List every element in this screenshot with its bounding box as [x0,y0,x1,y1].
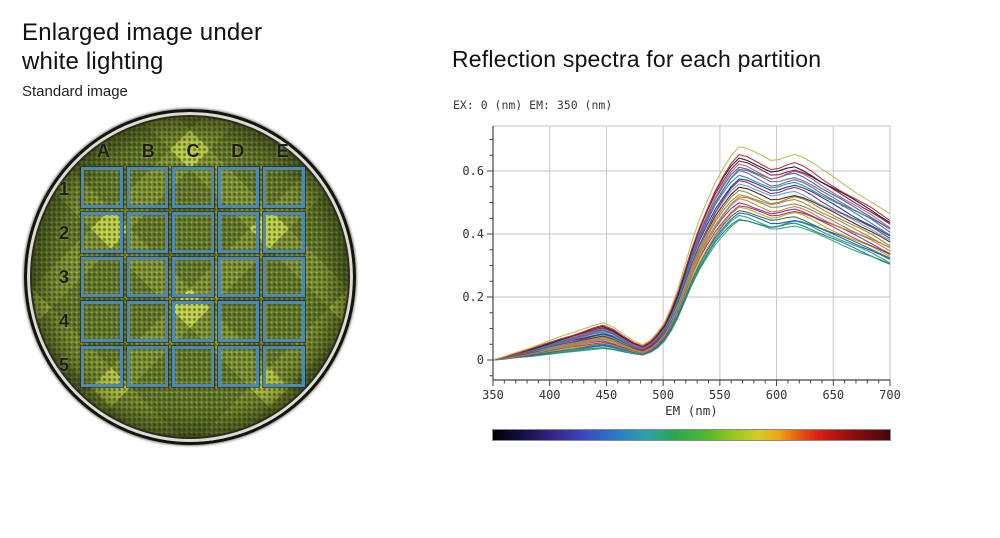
left-title-line2: white lighting [22,48,164,75]
partition-cell-D2[interactable] [217,211,260,253]
spectrum-line-A3 [492,180,891,361]
partition-cell-D3[interactable] [217,256,260,298]
sample-dish-image: A B C D E 1 2 3 4 5 [24,109,356,445]
partition-cell-B4[interactable] [126,301,169,343]
chart-text: 450 [596,388,618,402]
grid-cells [81,167,305,387]
spectrum-line-E3 [492,194,891,361]
spectrum-line-A2 [492,166,891,361]
partition-cell-B2[interactable] [126,211,169,253]
spectrum-line-E1 [492,163,891,361]
grid-column-label: D [231,141,245,161]
partition-cell-B3[interactable] [126,256,169,298]
partition-cell-A3[interactable] [81,256,123,298]
partition-cell-C4[interactable] [172,301,214,343]
grid-column-label: C [186,141,200,161]
chart-text: 500 [652,388,674,402]
partition-cell-A5[interactable] [81,346,123,387]
left-title-line1: Enlarged image under [22,19,263,46]
spectrum-line-A1 [492,146,891,361]
grid-row-label: 4 [58,310,69,331]
partition-cell-B1[interactable] [126,167,169,208]
partition-cell-C5[interactable] [172,346,214,387]
chart-text: 650 [822,388,844,402]
partition-cell-A4[interactable] [81,301,123,343]
chart-text: 350 [482,388,504,402]
left-panel-title: Enlarged image under white lighting [22,18,292,76]
standard-image-label: Standard image [22,83,128,100]
grid-row-label: 3 [58,266,69,287]
grid-row-label: 1 [58,178,69,199]
spectrum-line-D5 [492,218,891,361]
grid-column-labels: A B C D E [81,141,305,163]
grid-row-labels: 1 2 3 4 5 [54,167,74,387]
chart-text: 600 [766,388,788,402]
partition-cell-E1[interactable] [263,167,305,208]
grid-column-label: B [141,141,155,161]
chart-text: 0.2 [462,290,484,304]
spectrum-line-B1 [492,153,891,361]
grid-column-label: A [96,141,110,161]
partition-cell-E2[interactable] [263,211,305,253]
spectrum-line-C2 [492,169,891,361]
spectrum-line-D3 [492,189,891,361]
spectrum-line-C1 [492,157,891,361]
partition-grid: A B C D E 1 2 3 4 5 [59,141,305,387]
chart-text: 0.4 [462,227,484,241]
partition-cell-A1[interactable] [81,167,123,208]
grid-row-label: 2 [58,222,69,243]
chart-text: 0 [477,353,484,367]
chart-text: 0.6 [462,164,484,178]
partition-cell-D5[interactable] [217,346,260,387]
spectrum-line-C5 [492,214,891,361]
chart-text: 400 [539,388,561,402]
x-axis-title: EM (nm) [665,403,718,418]
wavelength-colorbar [492,429,891,441]
chart-ex-em-label: EX: 0 (nm) EM: 350 (nm) [453,98,612,112]
partition-cell-D4[interactable] [217,301,260,343]
spectra-chart-svg: EX: 0 (nm) EM: 350 (nm) 350 400 450 500 550 60… [453,98,901,418]
grid-row-label: 5 [58,354,69,375]
partition-cell-C1[interactable] [172,167,214,208]
partition-cell-C3[interactable] [172,256,214,298]
partition-cell-A2[interactable] [81,211,123,253]
spectrum-line-B4 [492,197,891,361]
partition-cell-E3[interactable] [263,256,305,298]
partition-cell-D1[interactable] [217,167,260,208]
partition-cell-B5[interactable] [126,346,169,387]
partition-cell-C2[interactable] [172,211,214,253]
spectrum-line-E4 [492,206,891,361]
partition-cell-E4[interactable] [263,301,305,343]
chart-text: 700 [879,388,901,402]
partition-cell-E5[interactable] [263,346,305,387]
chart-text: 550 [709,388,731,402]
grid-column-label: E [276,141,289,161]
right-panel-title: Reflection spectra for each partition [452,46,822,72]
spectrum-line-A5 [492,210,891,361]
